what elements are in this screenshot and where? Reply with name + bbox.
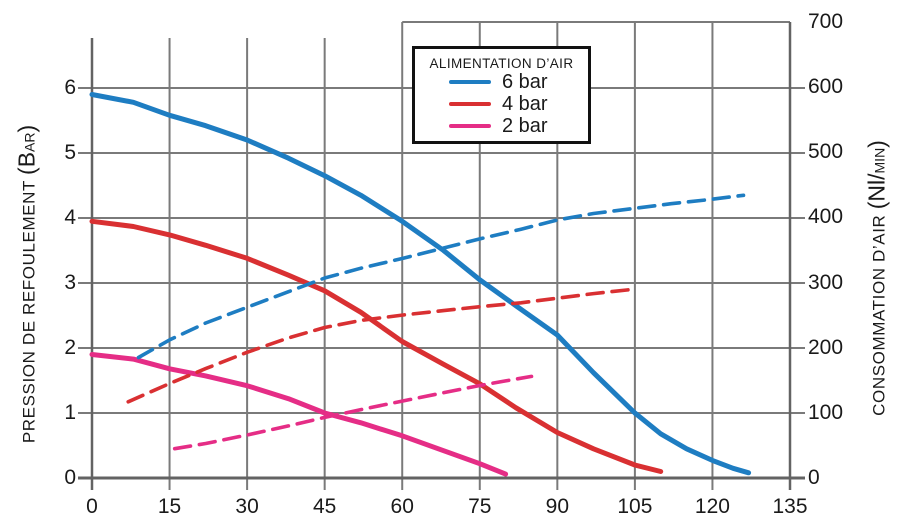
x-tick-label-120: 120 [694, 495, 730, 518]
legend: ALIMENTATION D’AIR 6 bar 4 bar 2 bar [412, 46, 591, 144]
legend-item-label: 4 bar [502, 93, 548, 115]
x-tick-label-0: 0 [86, 495, 98, 518]
y-left-tick-label-6: 6 [64, 76, 76, 99]
legend-item-6-bar: 6 bar [415, 71, 588, 93]
legend-line-swatch [449, 80, 491, 84]
legend-line-swatch [449, 124, 491, 128]
legend-title: ALIMENTATION D’AIR [429, 56, 574, 71]
y-left-tick-label-4: 4 [64, 206, 76, 229]
pression-refoulement-6bar-curve [89, 92, 752, 476]
y-left-tick-label-2: 2 [64, 336, 76, 359]
x-tick-label-135: 135 [772, 495, 808, 518]
x-tick-label-105: 105 [617, 495, 653, 518]
y-right-tick-label-300: 300 [808, 270, 844, 294]
y-right-tick-label-400: 400 [808, 205, 844, 229]
consommation-air-6bar-curve [136, 193, 746, 360]
x-tick-label-75: 75 [468, 495, 492, 518]
y-left-tick-label-3: 3 [64, 271, 76, 294]
x-tick-label-30: 30 [235, 495, 259, 518]
legend-line-swatch [449, 102, 491, 106]
legend-item-label: 2 bar [502, 115, 548, 137]
legend-item-4-bar: 4 bar [415, 93, 588, 115]
x-tick-label-90: 90 [545, 495, 569, 518]
y-right-tick-label-0: 0 [808, 466, 820, 489]
x-tick-label-45: 45 [312, 495, 337, 518]
consommation-air-2bar-curve [172, 374, 534, 451]
legend-item-label: 6 bar [502, 71, 548, 93]
pression-refoulement-4bar-curve [89, 218, 664, 474]
y-right-tick-label-500: 500 [808, 140, 844, 164]
y-right-tick-label-100: 100 [808, 400, 844, 424]
x-tick-label-15: 15 [157, 495, 182, 518]
legend-rows: 6 bar 4 bar 2 bar [415, 71, 588, 137]
consommation-air-4bar-curve [126, 287, 637, 404]
y-left-tick-label-5: 5 [64, 141, 76, 164]
y-right-tick-label-200: 200 [808, 335, 844, 359]
y-right-tick-label-700: 700 [808, 10, 844, 33]
y-right-axis-title: CONSOMMATION D’AIR (Nl/MIN) [863, 140, 890, 416]
pression-refoulement-2bar-curve [89, 352, 509, 477]
y-right-tick-label-600: 600 [808, 75, 844, 99]
x-tick-label-60: 60 [390, 495, 414, 518]
legend-item-2-bar: 2 bar [415, 115, 588, 137]
y-left-tick-label-0: 0 [64, 466, 76, 489]
y-left-tick-label-1: 1 [64, 401, 76, 424]
